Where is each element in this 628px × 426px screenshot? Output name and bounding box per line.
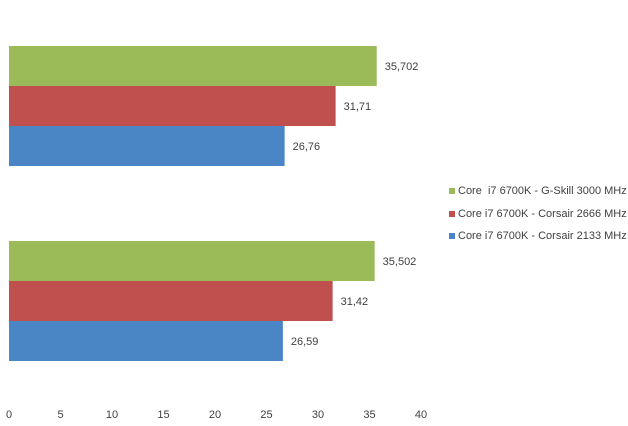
bar-series-2-cat-0: [9, 241, 375, 281]
data-labels-group: 35,502 31,42 26,59 35,702 31,71 26,76: [291, 61, 419, 348]
legend-label: Core i7 6700K - Corsair 2133 MHz: [458, 230, 627, 243]
legend-label: Core i7 6700K - Corsair 2666 MHz: [458, 207, 627, 220]
x-tick-label: 0: [6, 409, 12, 421]
data-label-series-2-cat-1: 35,702: [385, 61, 419, 73]
bar-series-0-cat-1: [9, 126, 285, 166]
x-tick-label: 5: [57, 409, 63, 421]
x-axis-ticks: 0 5 10 15 20 25 30 35 40: [6, 409, 427, 421]
x-tick-label: 40: [415, 409, 427, 421]
data-label-series-2-cat-0: 35,502: [383, 256, 417, 268]
x-tick-label: 25: [260, 409, 272, 421]
x-tick-label: 15: [157, 409, 169, 421]
legend-item-series-0: Core i7 6700K - Corsair 2133 MHz: [449, 225, 627, 248]
legend: Core i7 6700K - G-Skill 3000 MHz Core i7 …: [449, 180, 627, 248]
legend-swatch: [449, 188, 455, 195]
data-label-series-1-cat-1: 31,71: [344, 101, 372, 113]
legend-label: Core i7 6700K - G-Skill 3000 MHz: [458, 185, 627, 198]
x-tick-label: 10: [106, 409, 118, 421]
bars-group: [9, 46, 377, 361]
data-label-series-1-cat-0: 31,42: [341, 296, 369, 308]
legend-item-series-2: Core i7 6700K - G-Skill 3000 MHz: [449, 180, 627, 203]
bar-series-0-cat-0: [9, 321, 283, 361]
legend-swatch: [449, 210, 455, 217]
legend-item-series-1: Core i7 6700K - Corsair 2666 MHz: [449, 203, 627, 226]
legend-swatch: [449, 233, 455, 240]
data-label-series-0-cat-0: 26,59: [291, 336, 319, 348]
bar-series-1-cat-1: [9, 86, 336, 126]
bar-series-2-cat-1: [9, 46, 377, 86]
x-tick-label: 35: [363, 409, 375, 421]
data-label-series-0-cat-1: 26,76: [293, 141, 321, 153]
x-tick-label: 20: [209, 409, 221, 421]
bar-series-1-cat-0: [9, 281, 333, 321]
x-tick-label: 30: [312, 409, 324, 421]
